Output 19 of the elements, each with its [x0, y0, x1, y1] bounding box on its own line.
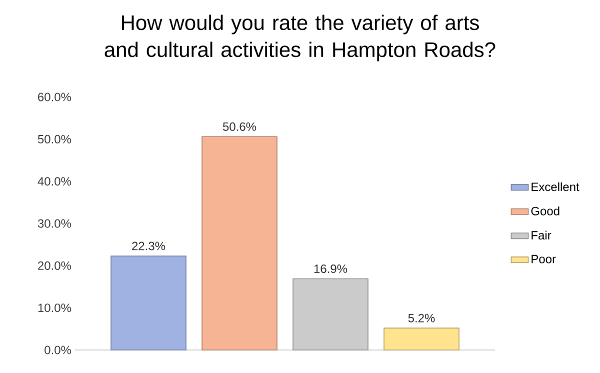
bar: [384, 328, 460, 350]
y-tick-label: 0.0%: [44, 346, 72, 354]
legend-label: Excellent: [532, 182, 580, 192]
chart-title: How would you rate the variety of arts and cultural activities in Hampton Roads?: [104, 14, 496, 62]
legend-label: Good: [531, 206, 560, 216]
legend-label: Poor: [532, 254, 556, 264]
y-tick-label: 10.0%: [38, 304, 72, 312]
y-tick-label: 60.0%: [38, 92, 72, 102]
data-label: 22.3%: [132, 242, 166, 250]
y-tick-label: 30.0%: [38, 219, 72, 228]
data-label: 5.2%: [408, 314, 435, 322]
y-tick-label: 50.0%: [38, 134, 72, 144]
data-label: 50.6%: [222, 122, 256, 131]
bar: [202, 136, 278, 350]
data-label: 16.9%: [314, 264, 348, 273]
bar: [110, 256, 186, 350]
y-tick-label: 40.0%: [38, 177, 72, 186]
legend-label: Fair: [532, 230, 552, 240]
y-tick-label: 20.0%: [38, 261, 72, 270]
